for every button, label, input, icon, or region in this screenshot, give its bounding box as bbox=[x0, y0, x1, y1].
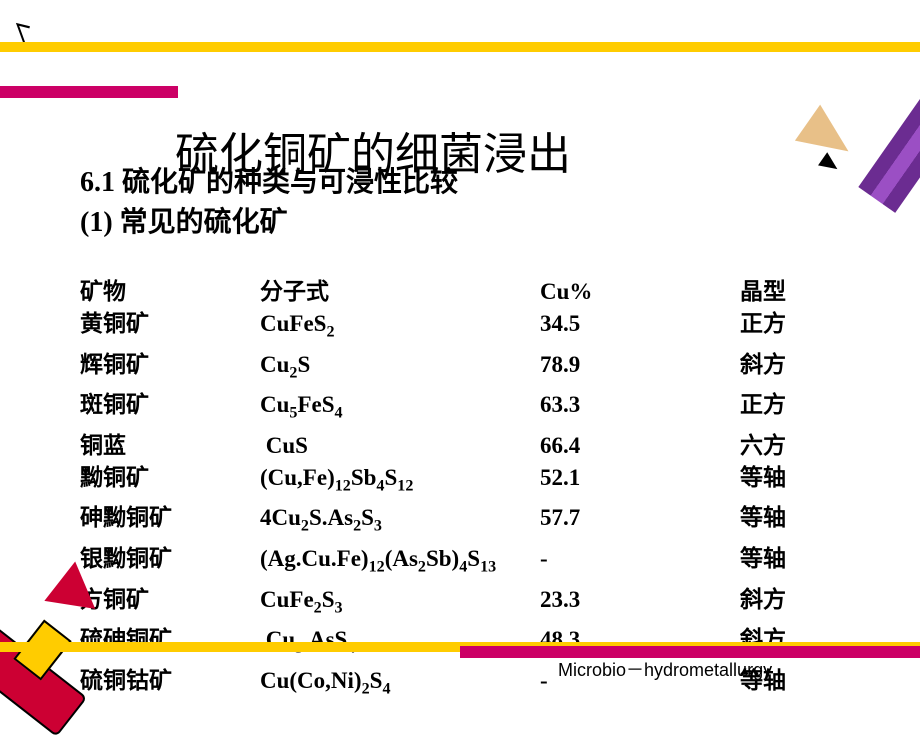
cell-crystal: 正方 bbox=[740, 308, 860, 349]
cell-crystal: 斜方 bbox=[740, 349, 860, 390]
cell-crystal: 等轴 bbox=[740, 502, 860, 543]
cell-name: 黝铜矿 bbox=[80, 462, 260, 503]
cell-cu: 57.7 bbox=[540, 502, 740, 543]
cell-formula: Cu2S bbox=[260, 349, 540, 390]
header-cu: Cu% bbox=[540, 276, 740, 308]
cell-formula: CuFeS2 bbox=[260, 308, 540, 349]
pencil-decoration bbox=[760, 0, 920, 160]
cell-formula: Cu5FeS4 bbox=[260, 389, 540, 430]
section-number: 6.1 硫化矿的种类与可浸性比较 bbox=[80, 160, 458, 200]
header-name: 矿物 bbox=[80, 276, 260, 308]
cell-name: 铜蓝 bbox=[80, 430, 260, 462]
cell-crystal: 斜方 bbox=[740, 584, 860, 625]
cell-formula: CuFe2S3 bbox=[260, 584, 540, 625]
footer-text: Microbio－hydrometallurgy bbox=[558, 656, 772, 682]
table-row: 黄铜矿CuFeS234.5正方 bbox=[80, 308, 880, 349]
cell-crystal: 等轴 bbox=[740, 462, 860, 503]
cell-crystal: 六方 bbox=[740, 430, 860, 462]
cell-name: 黄铜矿 bbox=[80, 308, 260, 349]
top-red-bar bbox=[0, 86, 178, 98]
cell-cu: 23.3 bbox=[540, 584, 740, 625]
cell-name: 辉铜矿 bbox=[80, 349, 260, 390]
cell-cu: 63.3 bbox=[540, 389, 740, 430]
cell-formula: 4Cu2S.As2S3 bbox=[260, 502, 540, 543]
cell-cu: - bbox=[540, 543, 740, 584]
mineral-table: 矿物 分子式 Cu% 晶型 黄铜矿CuFeS234.5正方辉铜矿Cu2S78.9… bbox=[80, 276, 880, 705]
cell-cu: 66.4 bbox=[540, 430, 740, 462]
cell-cu: 34.5 bbox=[540, 308, 740, 349]
cell-formula: Cu(Co,Ni)2S4 bbox=[260, 665, 540, 706]
cell-cu: 52.1 bbox=[540, 462, 740, 503]
table-header: 矿物 分子式 Cu% 晶型 bbox=[80, 276, 880, 308]
table-row: 辉铜矿Cu2S78.9斜方 bbox=[80, 349, 880, 390]
cell-name: 斑铜矿 bbox=[80, 389, 260, 430]
cell-name: 砷黝铜矿 bbox=[80, 502, 260, 543]
table-row: 黝铜矿(Cu,Fe)12Sb4S1252.1等轴 bbox=[80, 462, 880, 503]
table-row: 铜蓝 CuS66.4六方 bbox=[80, 430, 880, 462]
cell-formula: (Cu,Fe)12Sb4S12 bbox=[260, 462, 540, 503]
header-formula: 分子式 bbox=[260, 276, 540, 308]
cell-formula: (Ag.Cu.Fe)12(As2Sb)4S13 bbox=[260, 543, 540, 584]
cell-formula: CuS bbox=[260, 430, 540, 462]
header-crystal: 晶型 bbox=[740, 276, 860, 308]
cell-cu: 78.9 bbox=[540, 349, 740, 390]
subsection: (1) 常见的硫化矿 bbox=[80, 200, 288, 240]
table-row: 斑铜矿Cu5FeS463.3正方 bbox=[80, 389, 880, 430]
table-row: 方铜矿CuFe2S323.3斜方 bbox=[80, 584, 880, 625]
table-row: 砷黝铜矿4Cu2S.As2S357.7等轴 bbox=[80, 502, 880, 543]
cell-crystal: 等轴 bbox=[740, 543, 860, 584]
table-row: 银黝铜矿(Ag.Cu.Fe)12(As2Sb)4S13-等轴 bbox=[80, 543, 880, 584]
crayon-decoration bbox=[0, 540, 150, 720]
cell-crystal: 正方 bbox=[740, 389, 860, 430]
